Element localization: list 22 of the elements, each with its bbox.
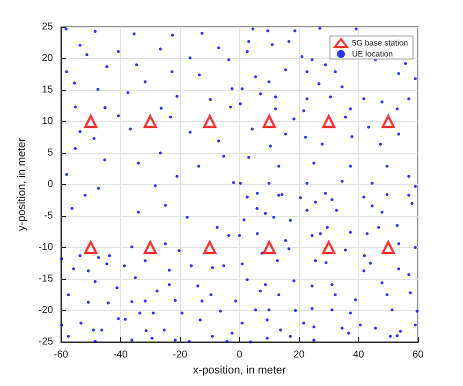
y-tick-label: -5 [44,210,54,222]
legend-label: UE location [352,50,393,58]
x-tick-label: 20 [293,350,305,360]
y-tick-label: -10 [38,242,54,253]
y-tick-label: -15 [38,274,54,284]
y-tick-label: -20 [38,305,54,316]
y-tick-label: 15 [42,84,54,96]
x-tick-label: -40 [113,350,128,360]
x-tick-label: 60 [412,350,424,360]
y-tick-label: 25 [42,22,54,32]
y-tick-label: 0 [47,179,54,190]
y-tick-label: -25 [38,336,54,348]
y-tick-label: 20 [42,53,54,64]
y-axis-title: y-position, in meter [16,138,28,231]
x-tick-label: 40 [352,350,364,360]
x-tick-label: -60 [54,350,69,360]
x-tick-label: 0 [236,350,243,360]
x-axis-title: x-position, in meter [193,364,286,376]
y-tick-label: 5 [47,148,54,158]
x-tick-label: -20 [172,350,188,360]
legend-label: 5G base station [352,38,408,48]
y-tick-label: 10 [42,116,54,127]
